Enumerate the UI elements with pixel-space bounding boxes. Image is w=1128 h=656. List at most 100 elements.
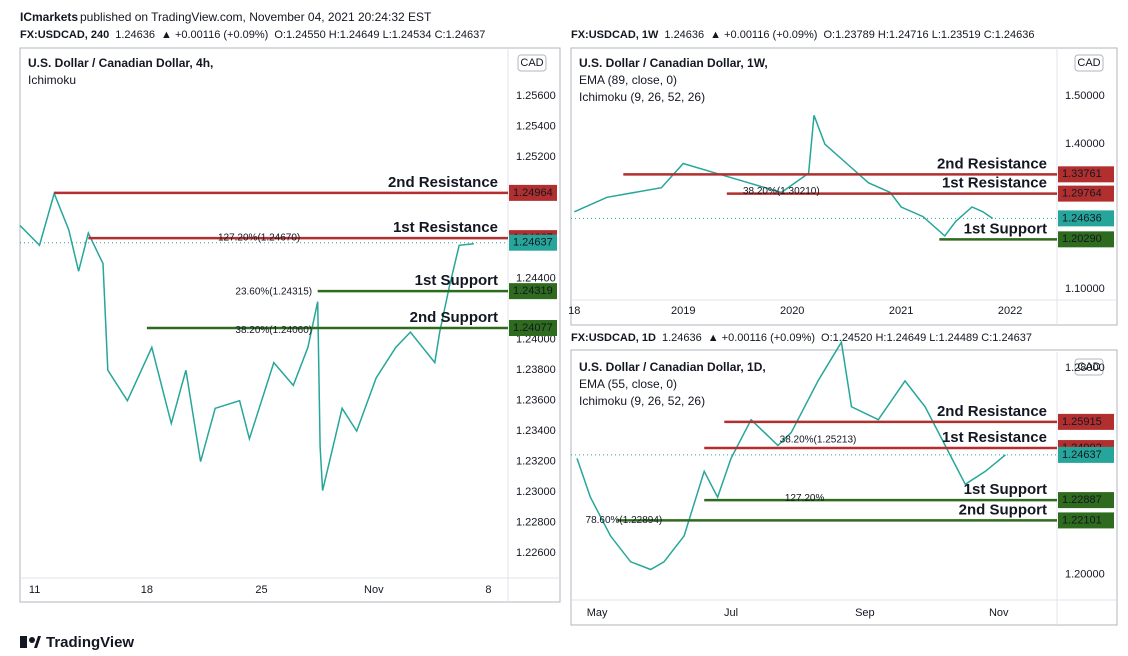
x-tick-label: Nov	[364, 584, 384, 596]
symbol: FX:USDCAD, 1D	[571, 332, 656, 344]
currency-box	[1074, 358, 1104, 376]
published: published on TradingView.com, November 0…	[80, 10, 432, 24]
header-last: 1.24636	[115, 29, 155, 41]
price-tag-label: 1.24964	[513, 187, 553, 199]
y-tick-label: 1.24000	[516, 334, 556, 346]
x-tick-label: 18	[141, 584, 153, 596]
y-tick-label: 1.23200	[516, 456, 556, 468]
publisher: ICmarkets	[20, 10, 78, 24]
header-change: ▲ +0.00116 (+0.09%)	[161, 29, 268, 41]
price-tag-label: 1.24637	[513, 237, 553, 249]
price-tag	[509, 283, 557, 300]
level-name: 2nd Resistance	[937, 155, 1047, 172]
x-tick-label: 11	[29, 584, 40, 596]
level-name: 1st Support	[964, 481, 1047, 498]
y-tick-label: 1.23000	[516, 486, 556, 498]
y-tick-label: 1.50000	[1065, 90, 1105, 102]
header-last: 1.24636	[662, 332, 702, 344]
price-tag	[1058, 446, 1114, 463]
x-tick-label: May	[587, 607, 608, 619]
fib-label: 23.60%(1.24315)	[235, 286, 312, 297]
level-name: 2nd Support	[959, 501, 1047, 518]
x-tick-label: Sep	[855, 607, 875, 619]
fib-label: 38.20%(1.24060)	[235, 325, 312, 336]
x-tick-label: Nov	[989, 607, 1009, 619]
fib-label: 127.20%	[785, 493, 825, 504]
x-tick-label: 18	[568, 305, 580, 317]
subtitle: EMA (55, close, 0)	[579, 377, 677, 391]
price-tag	[1058, 413, 1114, 430]
price-tag	[509, 234, 557, 251]
fib-label: 38.20%(1.30210)	[743, 186, 820, 197]
level-name: 2nd Support	[410, 309, 498, 326]
price-tag	[1058, 492, 1114, 509]
price-tag-label: 1.24319	[513, 285, 553, 297]
y-tick-label: 1.10000	[1065, 283, 1105, 295]
x-tick-label: 2019	[671, 305, 695, 317]
x-tick-label: 2020	[780, 305, 804, 317]
price-tag	[509, 184, 557, 201]
level-name: 2nd Resistance	[937, 403, 1047, 420]
level-name: 1st Support	[964, 220, 1047, 237]
y-tick-label: 1.23600	[516, 395, 556, 407]
price-tag-label: 1.25915	[1062, 416, 1102, 428]
price-tag-label: 1.29764	[1062, 188, 1102, 200]
y-tick-label: 1.25600	[516, 90, 556, 102]
y-tick-label: 1.22600	[516, 547, 556, 559]
price-tag-label: 1.22887	[1062, 494, 1102, 506]
y-tick-label: 1.23400	[516, 425, 556, 437]
header-ohlc: O:1.24550 H:1.24649 L:1.24534 C:1.24637	[274, 29, 485, 41]
header-ohlc: O:1.24520 H:1.24649 L:1.24489 C:1.24637	[821, 332, 1032, 344]
brand: TradingView	[46, 634, 134, 651]
currency-box	[1074, 54, 1104, 72]
panel	[570, 349, 1118, 626]
price-line	[576, 340, 1006, 571]
chart-title: U.S. Dollar / Canadian Dollar, 1W,	[579, 56, 768, 70]
panel	[19, 47, 561, 603]
price-tag	[1058, 512, 1114, 529]
y-tick-label: 1.28000	[1065, 362, 1105, 374]
price-tag	[1058, 210, 1114, 227]
price-tag-label: 1.24077	[513, 322, 553, 334]
y-tick-label: 1.24400	[516, 273, 556, 285]
price-tag-label: 1.24637	[1062, 449, 1102, 461]
fib-label: 127.20%(1.24670)	[218, 232, 300, 243]
panel	[570, 47, 1118, 326]
x-tick-label: 25	[255, 584, 267, 596]
currency: CAD	[1077, 361, 1100, 373]
price-tag-label: 1.24636	[1062, 212, 1102, 224]
subtitle: Ichimoku	[28, 73, 76, 87]
level-name: 1st Resistance	[942, 175, 1047, 192]
currency: CAD	[520, 57, 543, 69]
currency-box	[517, 54, 547, 72]
y-tick-label: 1.25200	[516, 151, 556, 163]
x-tick-label: 8	[485, 584, 491, 596]
level-name: 1st Support	[415, 272, 498, 289]
price-tag	[1058, 166, 1114, 183]
logo	[20, 636, 41, 648]
header-change: ▲ +0.00116 (+0.09%)	[708, 332, 815, 344]
header-ohlc: O:1.23789 H:1.24716 L:1.23519 C:1.24636	[823, 29, 1034, 41]
header-last: 1.24636	[664, 29, 704, 41]
symbol: FX:USDCAD, 240	[20, 29, 109, 41]
y-tick-label: 1.23800	[516, 364, 556, 376]
fib-label: 78.60%(1.22894)	[586, 515, 663, 526]
level-name: 2nd Resistance	[388, 174, 498, 191]
subtitle: Ichimoku (9, 26, 52, 26)	[579, 394, 705, 408]
price-tag	[1058, 185, 1114, 202]
level-name: 1st Resistance	[942, 429, 1047, 446]
x-tick-label: 2021	[889, 305, 913, 317]
fib-label: 38.20%(1.25213)	[780, 435, 857, 446]
price-line	[573, 115, 994, 238]
x-tick-label: 2022	[998, 305, 1022, 317]
x-tick-label: Jul	[724, 607, 738, 619]
price-tag-label: 1.20290	[1062, 233, 1102, 245]
y-tick-label: 1.20000	[1065, 569, 1105, 581]
y-tick-label: 1.40000	[1065, 138, 1105, 150]
subtitle: EMA (89, close, 0)	[579, 73, 677, 87]
currency: CAD	[1077, 57, 1100, 69]
chart-title: U.S. Dollar / Canadian Dollar, 4h,	[28, 56, 213, 70]
header-change: ▲ +0.00116 (+0.09%)	[710, 29, 817, 41]
